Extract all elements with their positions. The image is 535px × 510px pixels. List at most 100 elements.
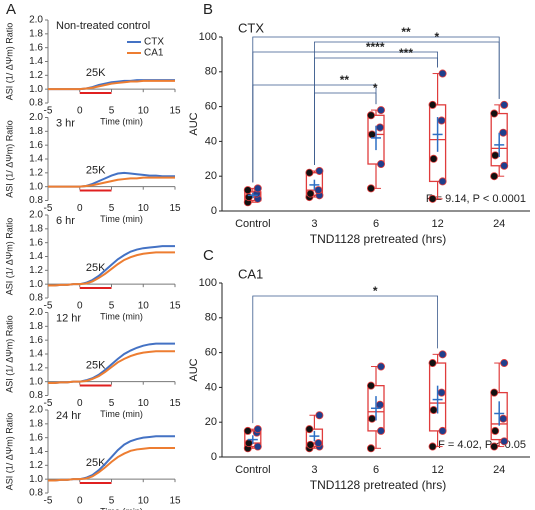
x-tick-label: Control: [235, 464, 270, 476]
x-axis-label: TND1128 pretreated (hrs): [310, 478, 447, 492]
series-line: [48, 350, 175, 385]
y-axis-label: ASI (1/ ΔΨm) Ratio: [4, 120, 14, 198]
y-axis-label: ASI (1/ ΔΨm) Ratio: [4, 23, 14, 101]
x-tick-label: 12: [431, 218, 443, 230]
data-point: [499, 414, 508, 423]
significance-label: **: [401, 25, 411, 39]
series-line: [48, 447, 175, 482]
x-tick-label: 3: [311, 218, 317, 230]
data-point: [491, 426, 500, 435]
annotation: 25K: [86, 262, 106, 274]
data-point: [490, 442, 499, 451]
x-tick-label: 15: [169, 203, 181, 214]
x-axis-label: Time (min): [100, 116, 143, 126]
y-tick-label: 60: [205, 101, 217, 113]
y-tick-label: 0: [211, 451, 217, 463]
y-tick-label: 0.8: [29, 98, 43, 109]
panel-title: 24 hr: [56, 410, 81, 422]
y-axis-label: ASI (1/ ΔΨm) Ratio: [4, 315, 14, 393]
x-tick-label: 6: [373, 218, 379, 230]
x-tick-label: -5: [44, 106, 53, 117]
data-point: [500, 437, 509, 446]
y-tick-label: 2.0: [29, 112, 43, 123]
data-point: [429, 154, 438, 163]
x-tick-label: 15: [169, 301, 181, 312]
series-line: [48, 251, 175, 287]
data-point: [428, 194, 437, 203]
data-point: [437, 116, 446, 125]
x-tick-label: -5: [44, 398, 53, 409]
significance-label: *: [373, 81, 378, 95]
x-tick-label: 0: [77, 301, 83, 312]
y-tick-label: 1.8: [29, 321, 43, 332]
y-tick-label: 1.2: [29, 460, 43, 471]
annotation: 25K: [86, 359, 106, 371]
data-point: [490, 109, 499, 118]
legend-label: CTX: [144, 37, 164, 48]
data-point: [375, 400, 384, 409]
data-point: [253, 184, 262, 193]
y-tick-label: 2.0: [29, 307, 43, 318]
x-tick-label: 15: [169, 398, 181, 409]
data-point: [253, 442, 262, 451]
series-line: [48, 176, 175, 188]
significance-bracket: [314, 92, 377, 165]
panel-title: 6 hr: [56, 215, 75, 227]
x-tick-label: 15: [169, 106, 181, 117]
significance-label: *: [434, 30, 439, 44]
y-axis-label: ASI (1/ ΔΨm) Ratio: [4, 218, 14, 296]
data-point: [366, 184, 375, 193]
data-point: [366, 381, 375, 390]
x-tick-label: 10: [138, 203, 150, 214]
y-tick-label: 1.8: [29, 28, 43, 39]
data-point: [305, 168, 314, 177]
data-point: [315, 166, 324, 175]
y-tick-label: 0: [211, 205, 217, 217]
data-point: [491, 151, 500, 160]
panel-title: Non-treated control: [56, 20, 150, 32]
panel-title: 12 hr: [56, 312, 81, 324]
y-tick-label: 0.8: [29, 195, 43, 206]
x-tick-label: 5: [109, 106, 115, 117]
x-tick-label: 5: [109, 301, 115, 312]
data-point: [306, 189, 315, 198]
y-tick-label: 2.0: [29, 210, 43, 221]
series-line: [48, 435, 175, 482]
y-tick-label: 20: [205, 416, 217, 428]
data-point: [376, 426, 385, 435]
data-point: [244, 193, 253, 202]
x-tick-label: 5: [109, 203, 115, 214]
y-tick-label: 100: [199, 277, 217, 289]
x-axis-label: TND1128 pretreated (hrs): [310, 232, 447, 246]
y-tick-label: 1.6: [29, 42, 43, 53]
significance-label: **: [340, 73, 350, 87]
x-tick-label: 0: [77, 496, 83, 507]
y-axis-label: AUC: [188, 112, 200, 135]
data-point: [306, 440, 315, 449]
x-tick-label: -5: [44, 496, 53, 507]
data-point: [428, 100, 437, 109]
x-tick-label: -5: [44, 301, 53, 312]
y-tick-label: 40: [205, 135, 217, 147]
y-tick-label: 1.6: [29, 237, 43, 248]
legend-label: CA1: [144, 48, 164, 59]
x-tick-label: 0: [77, 106, 83, 117]
x-tick-label: 5: [109, 398, 115, 409]
x-axis-label: Time (min): [100, 506, 143, 510]
data-point: [314, 439, 323, 448]
panel-label: A: [6, 1, 16, 18]
data-point: [438, 426, 447, 435]
data-point: [375, 123, 384, 132]
data-point: [376, 106, 385, 115]
data-point: [500, 359, 509, 368]
y-tick-label: 0.8: [29, 390, 43, 401]
data-point: [367, 414, 376, 423]
data-point: [366, 444, 375, 453]
y-tick-label: 20: [205, 170, 217, 182]
y-tick-label: 1.2: [29, 265, 43, 276]
series-line: [48, 79, 175, 91]
y-tick-label: 1.2: [29, 362, 43, 373]
annotation: 25K: [86, 67, 106, 79]
y-tick-label: 1.4: [29, 251, 43, 262]
panel-title: CA1: [238, 266, 263, 281]
